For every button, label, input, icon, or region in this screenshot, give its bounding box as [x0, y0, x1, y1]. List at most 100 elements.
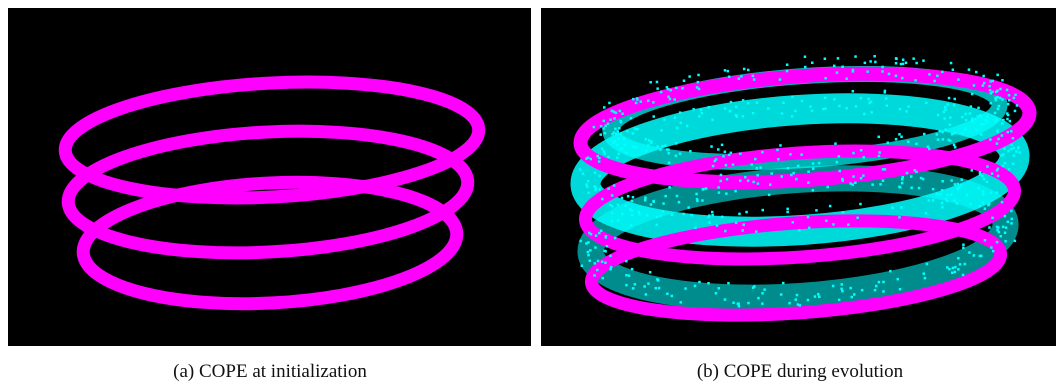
cyan-point [939, 193, 942, 196]
cyan-point [946, 103, 949, 106]
cyan-point [694, 285, 697, 288]
cyan-point [977, 115, 980, 118]
cyan-point [598, 188, 601, 191]
cyan-point [990, 191, 993, 194]
cyan-point [832, 223, 835, 226]
cyan-point [899, 288, 902, 291]
cyan-point [825, 220, 828, 223]
cyan-point [753, 78, 756, 81]
cyan-point [992, 250, 995, 253]
cyan-point [725, 192, 728, 195]
cyan-point [840, 288, 843, 291]
cyan-point [786, 211, 789, 214]
cyan-point [1018, 151, 1021, 154]
cyan-point [861, 289, 864, 292]
cyan-point [975, 71, 978, 74]
cyan-point [796, 294, 799, 297]
cyan-point [950, 179, 953, 182]
cyan-point [662, 202, 665, 205]
cyan-point [616, 144, 619, 147]
cyan-point [586, 186, 589, 189]
cyan-point [770, 172, 773, 175]
cyan-point [690, 214, 693, 217]
cyan-point [936, 133, 939, 136]
cyan-point [600, 230, 603, 233]
cyan-point [942, 138, 945, 141]
cyan-point [885, 97, 888, 100]
cyan-point [1016, 104, 1019, 107]
cyan-point [624, 144, 627, 147]
cyan-point [1010, 144, 1013, 147]
cyan-point [761, 151, 764, 154]
cyan-point [627, 195, 630, 198]
cyan-point [960, 184, 963, 187]
cyan-point [947, 139, 950, 142]
cyan-point [751, 163, 754, 166]
cyan-point [747, 179, 750, 182]
cyan-point [664, 195, 667, 198]
cyan-point [752, 286, 755, 289]
cyan-point [954, 271, 957, 274]
cyan-point [824, 58, 827, 61]
cyan-point [901, 178, 904, 181]
cyan-point [787, 167, 790, 170]
cyan-point [742, 99, 745, 102]
cyan-point [996, 191, 999, 194]
cyan-point [900, 206, 903, 209]
cyan-point [686, 125, 689, 128]
cyan-point [807, 216, 810, 219]
cyan-point [679, 111, 682, 114]
cyan-point [999, 88, 1002, 91]
cyan-point [984, 208, 987, 211]
cyan-point [959, 263, 962, 266]
cyan-point [1008, 94, 1011, 97]
cyan-point [962, 244, 965, 247]
cyan-point [724, 230, 727, 233]
cyan-point [649, 271, 652, 274]
cyan-point [789, 153, 792, 156]
cyan-point [988, 203, 991, 206]
cyan-point [953, 144, 956, 147]
cyan-point [990, 102, 993, 105]
cyan-point [807, 299, 810, 302]
cyan-point [632, 287, 635, 290]
cyan-point [1014, 94, 1017, 97]
cyan-point [878, 281, 881, 284]
cyan-point [954, 266, 957, 269]
cyan-point [738, 77, 741, 80]
cyan-point [975, 129, 978, 132]
cyan-point [910, 187, 913, 190]
cyan-point [991, 172, 994, 175]
cyan-point [730, 101, 733, 104]
cyan-point [781, 175, 784, 178]
cyan-point [962, 247, 965, 250]
cyan-point [936, 193, 939, 196]
cyan-point [732, 302, 735, 305]
cyan-point [782, 102, 785, 105]
cyan-point [786, 70, 789, 73]
cyan-point [632, 196, 635, 199]
cyan-point [645, 293, 648, 296]
cyan-point [613, 184, 616, 187]
cyan-point [817, 293, 820, 296]
cyan-point [900, 136, 903, 139]
cyan-point [923, 272, 926, 275]
cyan-point [1000, 235, 1003, 238]
cyan-point [966, 194, 969, 197]
cyan-point [729, 110, 732, 113]
cyan-point [611, 220, 614, 223]
cyan-point [841, 290, 844, 293]
cyan-point [737, 303, 740, 306]
cyan-point [1004, 240, 1007, 243]
cyan-point [957, 183, 960, 186]
cyan-point [994, 112, 997, 115]
cyan-point [832, 285, 835, 288]
cyan-point [708, 214, 711, 217]
cyan-point [606, 245, 609, 248]
cyan-point [763, 288, 766, 291]
cyan-point [882, 290, 885, 293]
cyan-point [735, 106, 738, 109]
cyan-point [996, 131, 999, 134]
cyan-point [998, 105, 1001, 108]
cyan-point [920, 177, 923, 180]
